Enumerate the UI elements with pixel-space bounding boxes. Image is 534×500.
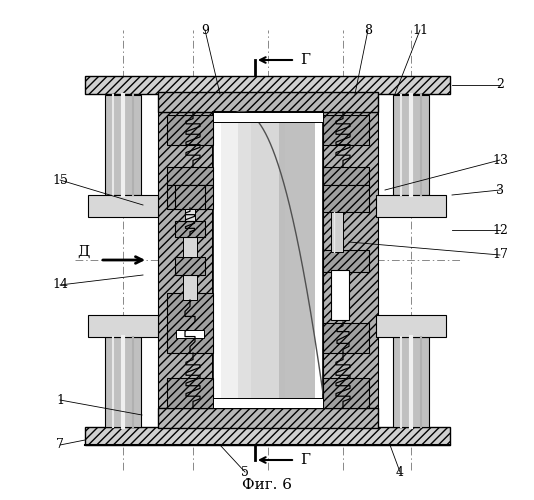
Bar xyxy=(323,167,369,185)
Text: 7: 7 xyxy=(56,438,64,452)
Text: Г: Г xyxy=(300,453,310,467)
Bar xyxy=(105,337,141,427)
Text: 12: 12 xyxy=(492,224,508,236)
Text: 15: 15 xyxy=(52,174,68,186)
Text: 1: 1 xyxy=(56,394,64,406)
Text: 13: 13 xyxy=(492,154,508,166)
Bar xyxy=(251,117,279,403)
Bar xyxy=(315,122,323,398)
Text: 5: 5 xyxy=(241,466,249,478)
Bar xyxy=(213,112,323,408)
Bar xyxy=(393,95,429,195)
Text: Д: Д xyxy=(77,245,90,259)
Bar xyxy=(175,257,205,275)
Bar xyxy=(158,92,378,112)
Bar xyxy=(218,117,251,403)
Text: 3: 3 xyxy=(496,184,504,196)
Text: Г: Г xyxy=(300,53,310,67)
Bar xyxy=(175,221,205,237)
Text: 17: 17 xyxy=(492,248,508,262)
Bar xyxy=(167,115,213,145)
Bar xyxy=(85,427,450,445)
Bar xyxy=(213,112,323,122)
Text: 9: 9 xyxy=(201,24,209,36)
Bar xyxy=(85,76,450,94)
Bar xyxy=(175,185,205,209)
Text: Фиг. 6: Фиг. 6 xyxy=(242,478,292,492)
Bar xyxy=(158,112,213,408)
Bar xyxy=(376,315,446,337)
Bar xyxy=(183,275,197,300)
Text: 11: 11 xyxy=(412,24,428,36)
Bar xyxy=(213,122,221,398)
Text: 4: 4 xyxy=(396,466,404,478)
Bar xyxy=(167,378,213,408)
Text: 14: 14 xyxy=(52,278,68,291)
Bar xyxy=(393,337,429,427)
Bar xyxy=(323,323,369,353)
Bar xyxy=(323,250,369,272)
Bar xyxy=(331,270,349,320)
Bar xyxy=(323,185,369,212)
Bar xyxy=(185,209,195,221)
Bar xyxy=(331,212,343,252)
Text: 8: 8 xyxy=(364,24,372,36)
Bar xyxy=(285,117,318,403)
Bar xyxy=(183,237,197,257)
Bar xyxy=(323,112,378,408)
Bar xyxy=(167,167,213,185)
Bar xyxy=(167,185,213,209)
Bar xyxy=(218,117,238,403)
Bar xyxy=(176,330,204,338)
Bar xyxy=(323,115,369,145)
Bar xyxy=(167,293,213,353)
Bar xyxy=(158,408,378,428)
Bar xyxy=(105,95,141,195)
Bar xyxy=(88,315,158,337)
Text: 2: 2 xyxy=(496,78,504,92)
Bar xyxy=(376,195,446,217)
Bar xyxy=(88,195,158,217)
Bar xyxy=(323,378,369,408)
Bar xyxy=(213,398,323,408)
